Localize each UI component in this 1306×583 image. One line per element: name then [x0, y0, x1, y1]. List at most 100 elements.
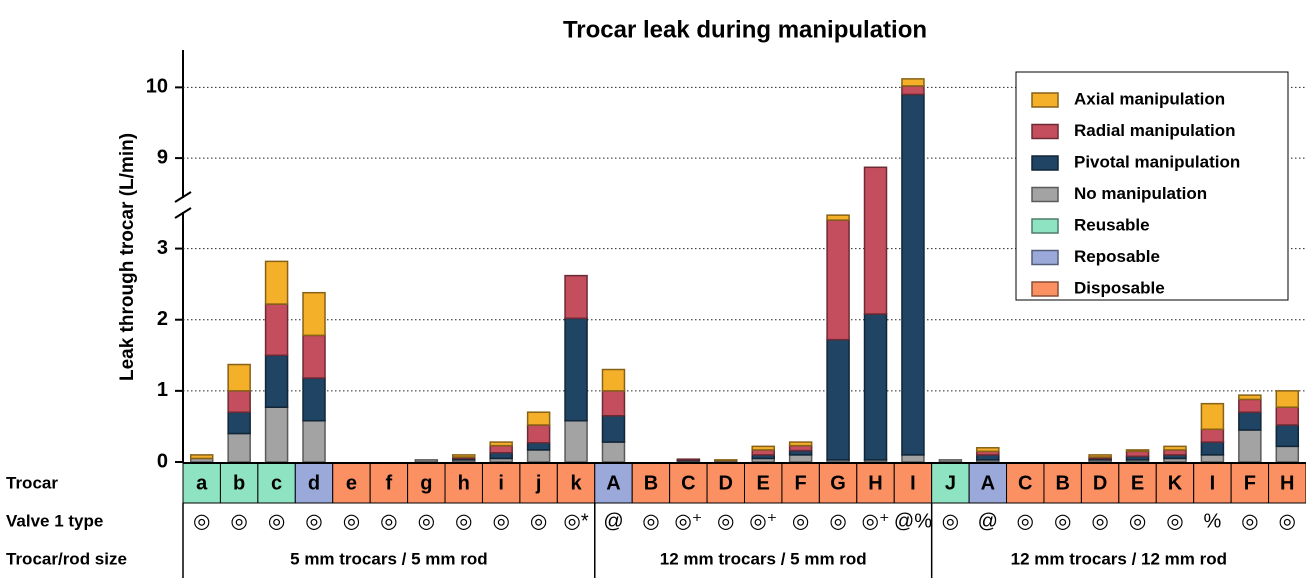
- x-tick-label: A: [606, 472, 620, 494]
- valve-type: %: [1204, 510, 1222, 532]
- bar-segment: [1088, 454, 1112, 458]
- x-tick-label: H: [868, 472, 882, 494]
- x-tick-label: J: [945, 472, 956, 494]
- legend-label: Disposable: [1074, 278, 1165, 297]
- bar-segment: [1200, 454, 1225, 463]
- bar-segment: [1200, 402, 1225, 431]
- valve-type: ◎⁺: [862, 510, 890, 532]
- trocar-cell: [594, 462, 633, 504]
- bar-segment: [938, 459, 963, 463]
- legend-box: [1015, 71, 1289, 301]
- bar-segment: [526, 424, 551, 444]
- valve-type: ◎: [343, 510, 360, 532]
- bar-segment: [1238, 398, 1262, 413]
- bar-segment: [302, 377, 326, 422]
- valve-type: ◎: [642, 510, 659, 532]
- legend-label: Radial manipulation: [1074, 121, 1236, 140]
- trocar-cell: [332, 462, 371, 504]
- bar-segment: [564, 274, 588, 320]
- valve-type: ◎: [1017, 510, 1034, 532]
- x-tick-label: i: [498, 472, 504, 494]
- bar-segment: [863, 313, 888, 461]
- legend-swatch: [1031, 123, 1059, 140]
- x-tick-label: H: [1280, 472, 1294, 494]
- bar-segment: [227, 432, 251, 463]
- x-tick-label: b: [233, 472, 245, 494]
- legend-swatch: [1031, 281, 1059, 297]
- y-tick-label: 2: [157, 308, 168, 330]
- bar-segment: [788, 441, 813, 447]
- bar-segment: [302, 334, 326, 379]
- bar-segment: [227, 411, 251, 435]
- y-tick-label: 9: [157, 146, 168, 168]
- legend-swatch: [1031, 218, 1059, 234]
- x-tick-label: d: [308, 472, 320, 494]
- valve-type: ◎: [1091, 510, 1108, 532]
- x-tick-label: K: [1168, 472, 1183, 494]
- bar-segment: [1275, 445, 1300, 463]
- x-tick-label: I: [1210, 472, 1216, 494]
- legend-label: Reposable: [1074, 247, 1160, 266]
- valve-type: ◎: [268, 510, 285, 532]
- x-tick-label: F: [1244, 472, 1256, 494]
- bar-segment: [901, 454, 925, 463]
- bar-segment: [826, 219, 850, 341]
- bar-segment: [751, 445, 775, 451]
- bar-segment: [601, 415, 626, 443]
- y-tick-label: 3: [157, 237, 168, 259]
- legend-swatch: [1031, 249, 1059, 266]
- trocar-cell: [1193, 462, 1232, 504]
- valve-type: ◎: [1279, 510, 1296, 532]
- legend-swatch: [1031, 155, 1059, 171]
- bar-segment: [227, 390, 251, 413]
- row-label: Trocar: [6, 473, 58, 492]
- legend-label: Pivotal manipulation: [1074, 152, 1240, 171]
- trocar-cell: [257, 462, 296, 504]
- bar-segment: [564, 419, 588, 463]
- trocar-cell: [1268, 462, 1306, 504]
- x-tick-label: I: [910, 472, 916, 494]
- trocar-cell: [669, 462, 708, 504]
- valve-type: ◎⁺: [674, 510, 702, 532]
- bar-segment: [863, 166, 888, 315]
- bar-segment: [526, 449, 551, 463]
- valve-type: ◎: [717, 510, 734, 532]
- bar-segment: [1163, 445, 1187, 451]
- bar-segment: [489, 452, 513, 460]
- x-tick-label: k: [570, 472, 582, 494]
- bar-segment: [264, 406, 289, 463]
- y-axis-label: Leak through trocar (L/min): [117, 133, 138, 381]
- trocar-cell: [968, 462, 1008, 504]
- legend-swatch: [1031, 92, 1059, 108]
- legend-label: Reusable: [1074, 215, 1150, 234]
- trocar-cell: [744, 462, 783, 504]
- x-tick-label: h: [458, 472, 470, 494]
- axis-break: [174, 191, 192, 203]
- bar-segment: [452, 454, 476, 458]
- trocar-cell: [519, 462, 558, 504]
- y-tick-label: 0: [157, 450, 168, 472]
- valve-type: @: [978, 510, 998, 532]
- bar-segment: [826, 338, 850, 461]
- bar-segment: [901, 93, 925, 456]
- trocar-cell: [481, 462, 521, 504]
- x-tick-label: D: [1093, 472, 1107, 494]
- valve-type: ◎: [418, 510, 435, 532]
- bar-segment: [1275, 424, 1300, 448]
- trocar-cell: [631, 462, 671, 504]
- valve-type: ◎: [792, 510, 809, 532]
- row-label: Valve 1 type: [6, 511, 103, 530]
- bar-segment: [826, 214, 850, 221]
- bar-segment: [1238, 411, 1262, 431]
- x-tick-label: D: [719, 472, 733, 494]
- bar-segment: [414, 459, 439, 463]
- bar-segment: [526, 442, 551, 451]
- valve-type: ◎: [942, 510, 959, 532]
- bar-segment: [489, 444, 513, 454]
- valve-type: ◎: [1166, 510, 1183, 532]
- valve-type: ◎: [1129, 510, 1146, 532]
- chart-title: Trocar leak during manipulation: [563, 16, 927, 43]
- legend-label: No manipulation: [1074, 184, 1207, 203]
- bar-segment: [976, 447, 1000, 453]
